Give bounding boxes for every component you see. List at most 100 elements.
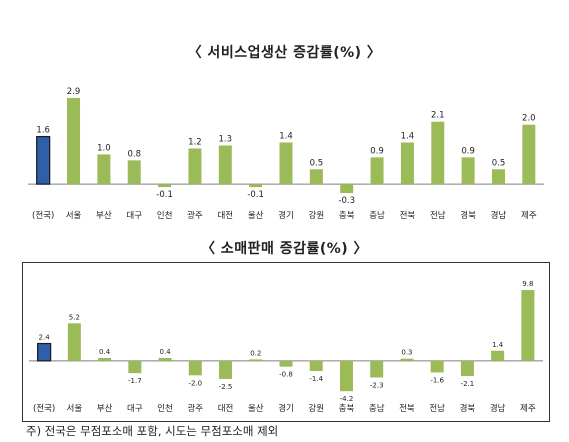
data-label-6: 1.3 [219, 134, 233, 144]
data-label-10: -4.2 [340, 395, 354, 403]
data-label-5: -2.0 [188, 379, 202, 387]
bar-10 [339, 360, 353, 392]
category-label-9: 강원 [308, 403, 324, 414]
retail-sales-chart-svg: 2.4 (전국) 5.2 서울 0.4 부산 -1.7 대구 0.4 인천 -2.0 광주 -2.5 대전… [29, 280, 543, 414]
data-label-0: 2.4 [39, 334, 51, 342]
data-label-12: 1.4 [401, 132, 415, 142]
category-label-12: 전북 [400, 210, 416, 221]
bar-13 [430, 360, 444, 373]
bar-4 [158, 357, 172, 361]
category-label-0: (전국) [32, 210, 54, 221]
data-label-11: -2.3 [370, 381, 384, 389]
category-label-9: 강원 [309, 210, 325, 221]
bar-14 [461, 157, 475, 185]
data-label-7: -0.1 [247, 190, 264, 200]
category-label-6: 대전 [217, 210, 233, 221]
bar-11 [370, 157, 384, 185]
category-label-14: 경북 [460, 403, 476, 414]
bar-7 [249, 359, 263, 361]
data-label-14: 0.9 [461, 146, 475, 156]
bar-0 [36, 135, 51, 185]
category-label-15: 경남 [491, 210, 507, 221]
bar-9 [309, 169, 323, 185]
category-label-16: 제주 [520, 404, 536, 414]
data-label-11: 0.9 [370, 146, 384, 156]
bar-11 [370, 360, 384, 378]
category-label-14: 경북 [460, 210, 476, 221]
bar-2 [98, 357, 112, 361]
data-label-2: 0.4 [99, 348, 111, 356]
chart-title-service-production: 〈 서비스업생산 증감률(%) 〉 [187, 45, 382, 61]
category-label-12: 전북 [399, 403, 415, 414]
bar-0 [37, 342, 52, 362]
data-label-3: 0.8 [127, 149, 141, 159]
category-label-3: 대구 [126, 211, 142, 221]
bar-1 [67, 97, 81, 185]
bar-8 [279, 142, 293, 185]
category-label-1: 서울 [67, 404, 83, 414]
category-label-2: 부산 [97, 403, 113, 414]
bar-7 [249, 184, 263, 188]
bar-3 [127, 160, 141, 185]
bar-14 [460, 360, 474, 377]
bar-13 [431, 121, 445, 185]
bar-15 [491, 350, 505, 361]
category-label-1: 서울 [66, 211, 82, 221]
data-label-2: 1.0 [97, 143, 111, 153]
category-label-13: 전남 [430, 210, 446, 221]
category-label-10: 충북 [339, 404, 355, 414]
bar-8 [279, 360, 293, 367]
bar-6 [218, 145, 232, 185]
bar-15 [491, 169, 505, 185]
category-label-5: 광주 [187, 210, 203, 221]
category-label-7: 울산 [248, 403, 264, 414]
data-label-15: 0.5 [492, 158, 506, 168]
data-label-3: -1.7 [128, 377, 142, 385]
category-label-7: 울산 [248, 210, 264, 221]
bar-12 [400, 358, 414, 361]
data-label-15: 1.4 [492, 341, 504, 349]
category-label-0: (전국) [33, 403, 55, 414]
category-label-11: 충남 [369, 211, 385, 221]
footnote: 주) 전국은 무점포소매 포함, 시도는 무점포소매 제외 [26, 424, 279, 438]
category-label-3: 대구 [127, 404, 143, 414]
data-label-4: 0.4 [159, 348, 171, 356]
data-label-13: 2.1 [431, 111, 445, 121]
service-production-chart-svg: 1.6 (전국) 2.9 서울 1.0 부산 0.8 대구 -0.1 인천 1.2 광주 1.3 대전 -0… [28, 87, 544, 221]
bar-6 [219, 360, 233, 379]
bar-5 [188, 360, 202, 376]
category-label-5: 광주 [187, 403, 203, 414]
category-label-8: 경기 [278, 210, 294, 221]
data-label-14: -2.1 [461, 380, 475, 388]
bar-1 [67, 323, 81, 361]
bar-4 [158, 184, 172, 188]
category-label-4: 인천 [157, 403, 173, 414]
category-label-15: 경남 [490, 403, 506, 414]
data-label-6: -2.5 [219, 383, 233, 391]
data-label-12: 0.3 [401, 349, 412, 357]
data-label-8: 1.4 [279, 132, 293, 142]
bar-16 [522, 124, 536, 185]
bar-9 [309, 360, 323, 371]
data-label-1: 2.9 [67, 87, 81, 97]
category-label-11: 충남 [369, 404, 385, 414]
bar-12 [400, 142, 414, 185]
service-production-chart: 1.6 (전국) 2.9 서울 1.0 부산 0.8 대구 -0.1 인천 1.2 광주 1.3 대전 -0… [22, 66, 550, 226]
data-label-16: 9.8 [522, 280, 533, 288]
data-label-5: 1.2 [188, 137, 202, 147]
category-label-10: 충북 [339, 211, 355, 221]
retail-sales-chart: 2.4 (전국) 5.2 서울 0.4 부산 -1.7 대구 0.4 인천 -2.0 광주 -2.5 대전… [22, 262, 550, 422]
category-label-16: 제주 [521, 211, 537, 221]
data-label-9: 0.5 [310, 158, 324, 168]
data-label-9: -1.4 [309, 375, 323, 383]
data-label-0: 1.6 [36, 126, 50, 136]
bar-5 [188, 148, 202, 185]
bar-10 [340, 184, 354, 194]
category-label-2: 부산 [96, 210, 112, 221]
data-label-10: -0.3 [338, 196, 355, 206]
data-label-16: 2.0 [522, 114, 536, 124]
category-label-13: 전남 [429, 403, 445, 414]
data-label-4: -0.1 [156, 190, 173, 200]
bar-3 [128, 360, 142, 374]
category-label-6: 대전 [218, 403, 234, 414]
